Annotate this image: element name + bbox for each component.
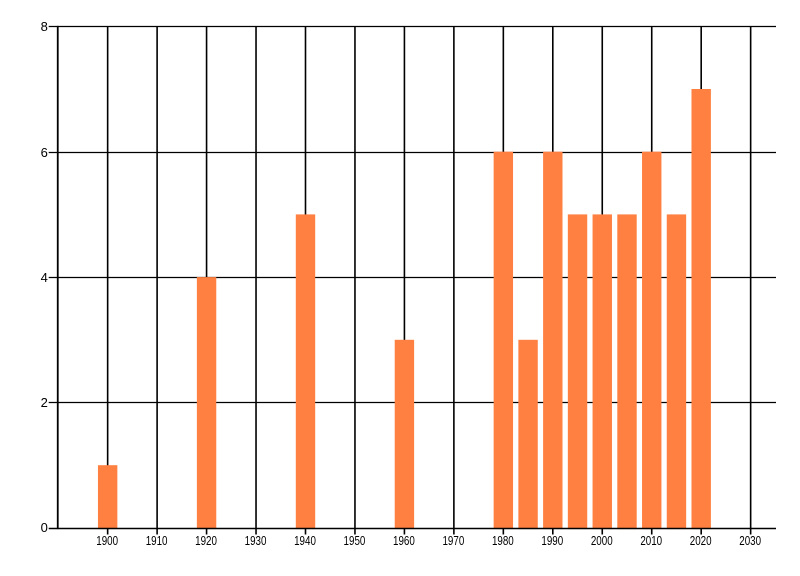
svg-text:1930: 1930 [245, 533, 267, 548]
svg-text:1910: 1910 [146, 533, 168, 548]
svg-text:1940: 1940 [294, 533, 316, 548]
svg-text:6: 6 [41, 145, 48, 160]
svg-text:1900: 1900 [96, 533, 118, 548]
svg-text:2000: 2000 [591, 533, 613, 548]
svg-text:2: 2 [41, 395, 48, 410]
svg-text:2030: 2030 [739, 533, 761, 548]
svg-text:1970: 1970 [442, 533, 464, 548]
svg-text:1960: 1960 [393, 533, 415, 548]
svg-text:0: 0 [41, 520, 48, 535]
svg-text:1920: 1920 [195, 533, 217, 548]
svg-text:1980: 1980 [492, 533, 514, 548]
svg-text:1990: 1990 [541, 533, 563, 548]
svg-text:2020: 2020 [690, 533, 712, 548]
svg-text:2010: 2010 [640, 533, 662, 548]
svg-text:1950: 1950 [344, 533, 366, 548]
svg-text:8: 8 [41, 19, 48, 34]
svg-text:4: 4 [41, 270, 48, 285]
